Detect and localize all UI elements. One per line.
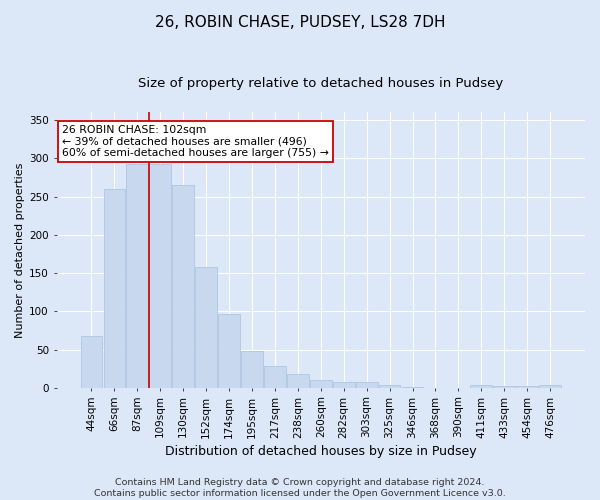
Bar — [333, 382, 355, 388]
Bar — [264, 366, 286, 388]
Bar — [379, 384, 400, 388]
Y-axis label: Number of detached properties: Number of detached properties — [15, 162, 25, 338]
Bar — [470, 386, 492, 388]
X-axis label: Distribution of detached houses by size in Pudsey: Distribution of detached houses by size … — [165, 444, 476, 458]
Title: Size of property relative to detached houses in Pudsey: Size of property relative to detached ho… — [138, 78, 503, 90]
Bar — [127, 164, 148, 388]
Text: 26, ROBIN CHASE, PUDSEY, LS28 7DH: 26, ROBIN CHASE, PUDSEY, LS28 7DH — [155, 15, 445, 30]
Bar — [104, 189, 125, 388]
Bar — [218, 314, 240, 388]
Text: 26 ROBIN CHASE: 102sqm
← 39% of detached houses are smaller (496)
60% of semi-de: 26 ROBIN CHASE: 102sqm ← 39% of detached… — [62, 125, 329, 158]
Bar — [310, 380, 332, 388]
Bar — [80, 336, 103, 388]
Bar — [195, 267, 217, 388]
Bar — [241, 351, 263, 388]
Bar — [149, 164, 171, 388]
Bar — [539, 386, 561, 388]
Bar — [287, 374, 309, 388]
Bar — [516, 386, 538, 388]
Text: Contains HM Land Registry data © Crown copyright and database right 2024.
Contai: Contains HM Land Registry data © Crown c… — [94, 478, 506, 498]
Bar — [401, 387, 424, 388]
Bar — [356, 382, 377, 388]
Bar — [172, 185, 194, 388]
Bar — [493, 386, 515, 388]
